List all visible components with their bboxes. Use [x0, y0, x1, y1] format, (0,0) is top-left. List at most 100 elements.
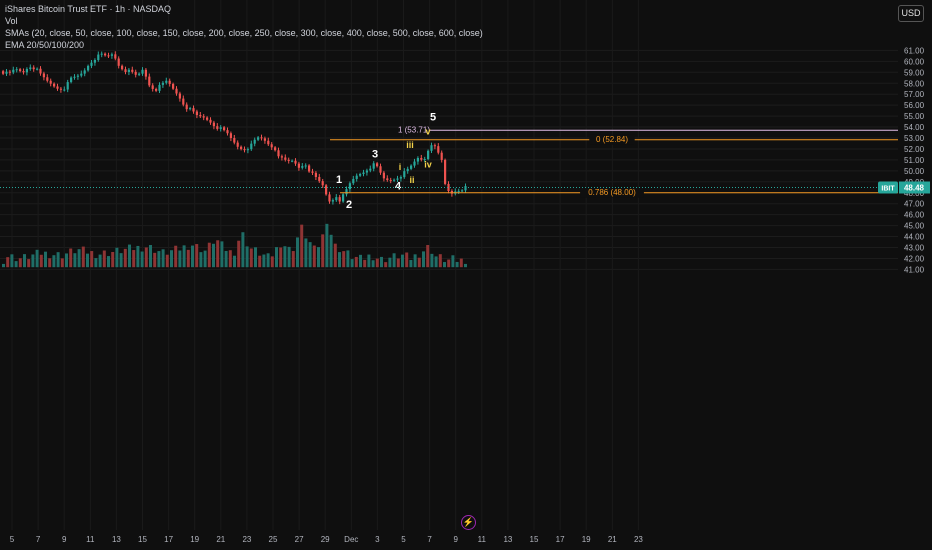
candle-body — [433, 145, 436, 147]
wave-label: i — [399, 162, 402, 172]
time-axis-tick: 21 — [608, 535, 617, 544]
volume-bar — [354, 256, 358, 268]
volume-bar — [86, 253, 89, 268]
time-axis-tick: 25 — [269, 535, 278, 544]
candle-body — [464, 186, 467, 191]
volume-indicator-label[interactable]: Vol — [5, 16, 18, 26]
currency-button[interactable]: USD — [898, 5, 924, 22]
candle-body — [185, 104, 188, 110]
time-axis-tick: 9 — [453, 535, 458, 544]
candle-body — [335, 197, 338, 201]
candle-body — [209, 119, 212, 123]
volume-bar — [35, 249, 39, 268]
price-axis-tick: 50.00 — [904, 167, 925, 176]
candle-body — [76, 75, 79, 77]
candle-body — [236, 142, 239, 147]
candle-body — [202, 116, 205, 118]
price-axis-tick: 51.00 — [904, 156, 925, 165]
sma-indicator-label[interactable]: SMAs (20, close, 50, close, 100, close, … — [5, 28, 483, 38]
candle-body — [195, 111, 198, 116]
price-axis-tick: 42.00 — [904, 254, 925, 263]
candle-body — [199, 115, 202, 117]
volume-bar — [65, 253, 68, 268]
volume-bar — [312, 245, 316, 268]
volume-bar — [136, 245, 140, 268]
candle-body — [457, 190, 460, 192]
volume-bar — [2, 263, 5, 268]
candle-body — [233, 138, 236, 143]
candle-body — [178, 93, 181, 99]
fib-level-label: 1 (53.71) — [398, 125, 430, 134]
chart-title[interactable]: iShares Bitcoin Trust ETF · 1h · NASDAQ — [5, 4, 172, 14]
candle-body — [29, 67, 32, 70]
volume-bar — [283, 246, 287, 268]
candle-body — [321, 181, 324, 186]
ema-indicator-label[interactable]: EMA 20/50/100/200 — [5, 40, 85, 50]
wave-label: 3 — [372, 149, 378, 161]
price-axis-tick: 43.00 — [904, 244, 925, 253]
volume-bar — [396, 258, 400, 268]
candle-body — [280, 156, 283, 158]
candle-body — [158, 84, 161, 91]
flash-icon[interactable]: ⚡ — [461, 515, 476, 530]
volume-bar — [401, 254, 404, 268]
volume-bar — [144, 247, 148, 268]
volume-bar — [44, 251, 47, 268]
volume-bar — [287, 246, 291, 268]
volume-bar — [77, 249, 81, 268]
candle-body — [138, 73, 141, 75]
candle-body — [314, 172, 317, 177]
candle-body — [97, 54, 100, 60]
candle-body — [32, 67, 35, 70]
candle-body — [93, 59, 96, 63]
volume-bar — [367, 254, 371, 268]
symbol-tag-text: IBIT — [881, 185, 895, 192]
candle-body — [389, 180, 392, 182]
candle-body — [144, 69, 147, 77]
volume-bar — [422, 251, 425, 268]
candle-body — [5, 71, 8, 74]
volume-bar — [186, 249, 190, 268]
volume-bar — [296, 237, 299, 268]
volume-bar — [308, 242, 312, 268]
volume-bar — [388, 257, 392, 268]
time-axis-tick: Dec — [344, 535, 358, 544]
wave-label: 4 — [395, 180, 402, 192]
candle-body — [219, 127, 222, 129]
candle-body — [318, 176, 321, 182]
time-axis-tick: 15 — [530, 535, 539, 544]
candle-body — [70, 77, 73, 83]
volume-bar — [52, 255, 56, 268]
candle-body — [36, 68, 39, 70]
candle-body — [161, 82, 164, 85]
candle-body — [447, 183, 450, 191]
volume-bar — [102, 250, 106, 268]
candle-body — [308, 165, 311, 172]
volume-bar — [451, 255, 455, 268]
candle-body — [15, 69, 18, 71]
candle-body — [437, 146, 440, 153]
volume-bar — [157, 251, 161, 268]
wave-label: 1 — [336, 174, 342, 186]
volume-bar — [27, 259, 31, 268]
candle-body — [416, 158, 419, 162]
candle-body — [212, 122, 215, 127]
candle-body — [294, 160, 297, 164]
volume-bar — [203, 250, 207, 268]
volume-bar — [464, 263, 467, 268]
candle-body — [257, 137, 260, 140]
fib-level-label: 0 (52.84) — [596, 135, 628, 144]
volume-bar — [14, 261, 18, 268]
volume-bar — [333, 243, 337, 268]
volume-bar — [48, 258, 52, 268]
price-axis-tick: 58.00 — [904, 79, 925, 88]
candle-body — [12, 69, 15, 73]
candle-body — [284, 157, 287, 160]
candle-body — [311, 171, 314, 173]
price-axis: 61.00 60.00 59.00 58.00 57.00 56.00 55.00 54.00… — [904, 46, 925, 274]
volume-bar — [90, 251, 94, 268]
volume-bar — [300, 224, 304, 268]
fib-level-label-bg — [580, 187, 644, 198]
volume-bar — [31, 254, 35, 268]
